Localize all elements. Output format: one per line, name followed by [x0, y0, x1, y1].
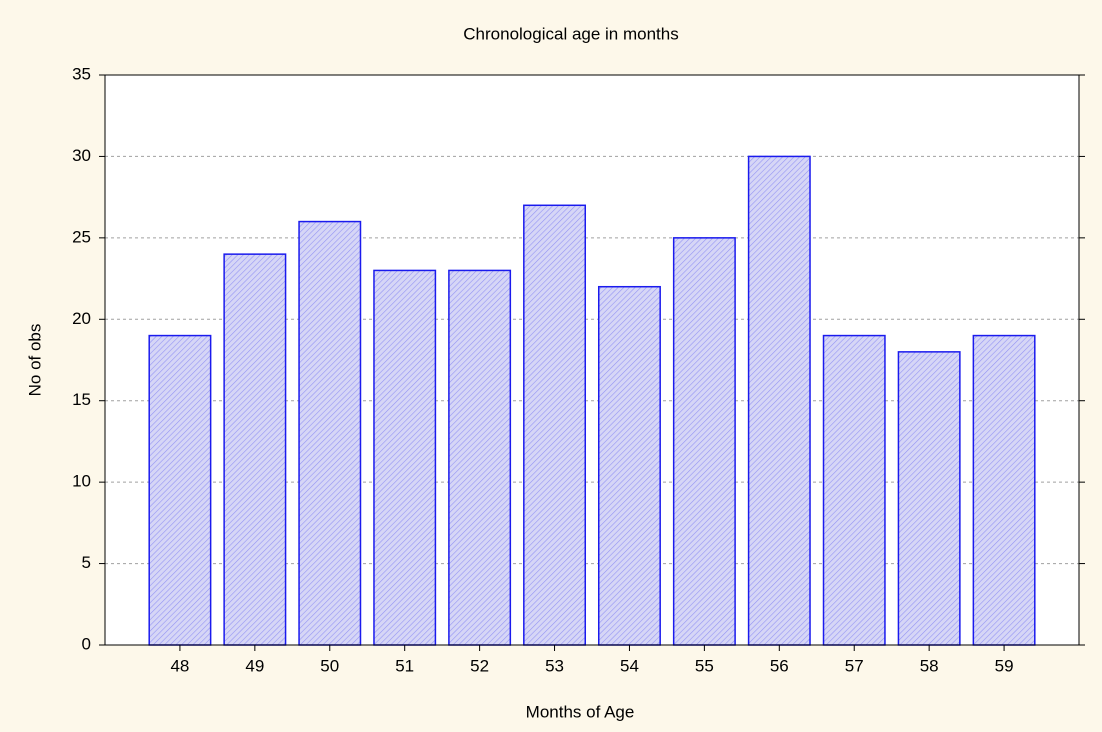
x-tick-label: 52 — [470, 656, 489, 675]
y-tick-label: 20 — [72, 309, 91, 328]
x-tick-label: 58 — [920, 656, 939, 675]
x-axis-label: Months of Age — [526, 702, 635, 721]
bar — [373, 269, 437, 646]
y-tick-label: 0 — [82, 634, 91, 653]
y-tick-label: 35 — [72, 64, 91, 83]
x-tick-label: 56 — [770, 656, 789, 675]
y-tick-label: 30 — [72, 146, 91, 165]
y-tick-label: 25 — [72, 227, 91, 246]
y-tick-label: 15 — [72, 390, 91, 409]
x-tick-label: 51 — [395, 656, 414, 675]
x-tick-label: 55 — [695, 656, 714, 675]
bar — [148, 334, 212, 646]
x-tick-label: 53 — [545, 656, 564, 675]
x-tick-label: 50 — [320, 656, 339, 675]
bar — [223, 253, 287, 646]
x-tick-label: 57 — [845, 656, 864, 675]
bar — [298, 220, 362, 646]
bar — [523, 204, 587, 646]
x-tick-label: 59 — [995, 656, 1014, 675]
bar — [747, 155, 811, 646]
bar — [897, 351, 961, 646]
bar — [672, 237, 736, 646]
x-tick-label: 49 — [245, 656, 264, 675]
bar — [972, 334, 1036, 646]
x-tick-label: 54 — [620, 656, 639, 675]
bar — [597, 285, 661, 646]
y-axis-label: No of obs — [25, 324, 44, 397]
plot-frame — [104, 74, 1080, 646]
chart-title: Chronological age in months — [463, 24, 678, 43]
bar — [822, 334, 886, 646]
x-tick-label: 48 — [170, 656, 189, 675]
bar — [448, 269, 512, 646]
y-tick-label: 5 — [82, 553, 91, 572]
y-tick-label: 10 — [72, 472, 91, 491]
